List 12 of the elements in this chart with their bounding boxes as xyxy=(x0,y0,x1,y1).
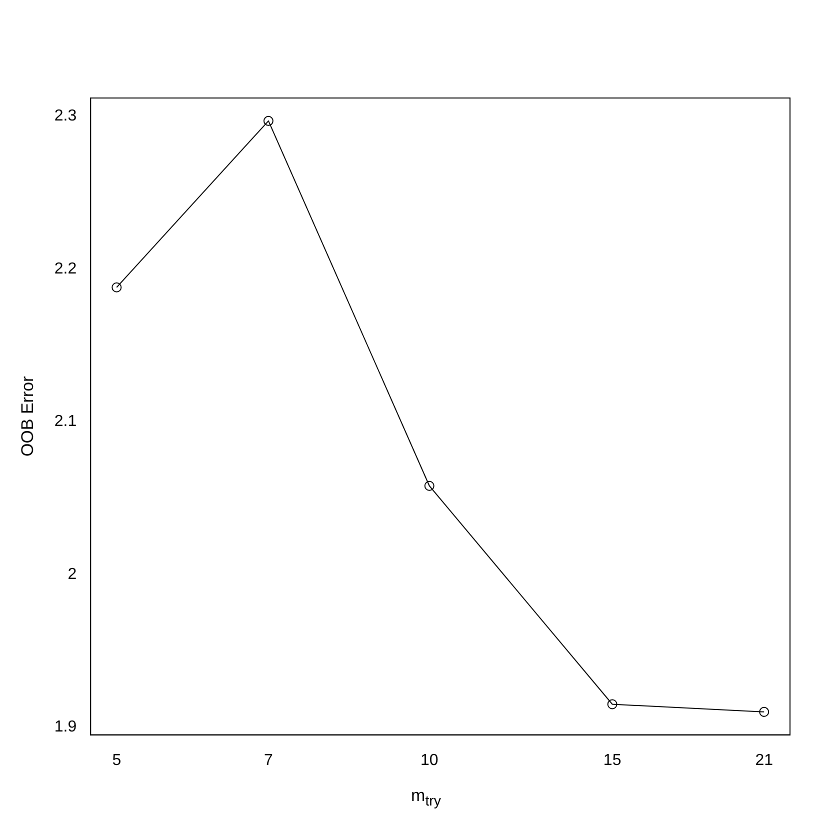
x-tick-label: 7 xyxy=(264,752,273,769)
x-tick-label: 10 xyxy=(420,752,438,769)
y-tick-label: 2 xyxy=(68,566,77,583)
x-tick-label: 15 xyxy=(603,752,622,769)
x-tick-label: 21 xyxy=(755,752,774,769)
y-axis-title: OOB Error xyxy=(18,376,37,457)
x-axis-title: m$_{try}$ xyxy=(410,786,442,810)
y-tick-label: 2.2 xyxy=(54,260,77,278)
y-tick-label: 2.3 xyxy=(54,108,77,125)
y-tick-label: 2.1 xyxy=(54,413,77,430)
x-tick-label: 5 xyxy=(112,752,122,769)
y-tick-label: 1.9 xyxy=(54,718,77,736)
